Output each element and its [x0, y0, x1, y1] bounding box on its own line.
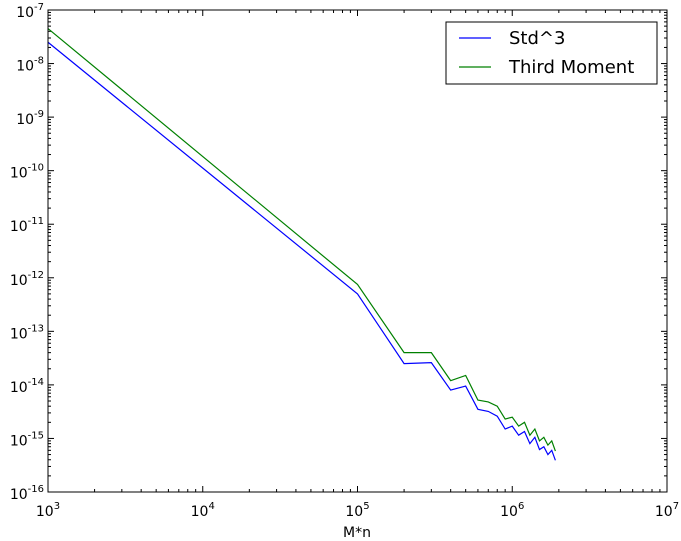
- x-tick-label: 105: [345, 501, 369, 520]
- x-tick-label: 106: [500, 501, 524, 520]
- x-tick-label-base: 10: [191, 504, 209, 520]
- series-line-std-3: [47, 41, 556, 461]
- y-tick-label-base: 10: [10, 166, 28, 182]
- y-tick-label-exponent: -15: [28, 430, 44, 441]
- x-axis-label: M*n: [343, 525, 371, 541]
- y-tick-label: 10-8: [16, 56, 44, 75]
- x-tick-label: 104: [191, 501, 215, 520]
- y-tick-label-exponent: -10: [28, 163, 44, 174]
- y-tick-label-base: 10: [10, 326, 28, 342]
- y-tick-label-base: 10: [10, 433, 28, 449]
- x-tick-label-base: 10: [500, 504, 518, 520]
- x-tick-label: 103: [36, 501, 60, 520]
- y-tick-label-base: 10: [10, 273, 28, 289]
- y-tick-label-base: 10: [10, 219, 28, 235]
- y-tick-label: 10-14: [10, 377, 44, 396]
- legend-label-third-moment: Third Moment: [508, 57, 634, 78]
- y-tick-label-exponent: -7: [34, 2, 44, 13]
- y-tick-label-exponent: -9: [34, 109, 44, 120]
- y-tick-label-base: 10: [16, 112, 34, 128]
- legend-label-std3: Std^3: [509, 28, 565, 49]
- series-line-third-moment: [47, 28, 556, 452]
- x-tick-label-exponent: 7: [673, 501, 679, 512]
- plot-frame: [47, 9, 668, 493]
- x-tick-label-exponent: 3: [54, 501, 60, 512]
- y-tick-label-base: 10: [10, 487, 28, 503]
- x-tick-label-exponent: 6: [518, 501, 524, 512]
- y-tick-label: 10-12: [10, 270, 44, 289]
- y-tick-label: 10-7: [16, 2, 44, 21]
- y-tick-label: 10-15: [10, 430, 44, 449]
- y-tick-label-exponent: -13: [28, 323, 44, 334]
- x-tick-label-exponent: 5: [363, 501, 369, 512]
- y-tick-label: 10-16: [10, 484, 44, 503]
- x-tick-label-base: 10: [655, 504, 673, 520]
- y-tick-label-base: 10: [16, 59, 34, 75]
- y-tick-label-exponent: -8: [34, 56, 44, 67]
- legend-box: [445, 21, 658, 85]
- legend: Std^3 Third Moment: [445, 21, 658, 85]
- y-tick-label: 10-9: [16, 109, 44, 128]
- y-tick-label: 10-10: [10, 163, 44, 182]
- y-tick-label-exponent: -14: [28, 377, 44, 388]
- x-tick-label-base: 10: [345, 504, 363, 520]
- tick-labels-layer: 103 104 105 106 10710-710-810-910-1010-1110-…: [10, 2, 679, 520]
- y-tick-label-base: 10: [16, 5, 34, 21]
- x-tick-label-exponent: 4: [208, 501, 214, 512]
- y-tick-label-exponent: -12: [28, 270, 44, 281]
- y-tick-label-exponent: -11: [28, 216, 44, 227]
- y-tick-label-base: 10: [10, 380, 28, 396]
- x-tick-label-base: 10: [36, 504, 54, 520]
- y-tick-label: 10-13: [10, 323, 44, 342]
- y-tick-label: 10-11: [10, 216, 44, 235]
- series-layer: [47, 28, 556, 461]
- y-tick-label-exponent: -16: [28, 484, 44, 495]
- x-tick-label: 107: [655, 501, 679, 520]
